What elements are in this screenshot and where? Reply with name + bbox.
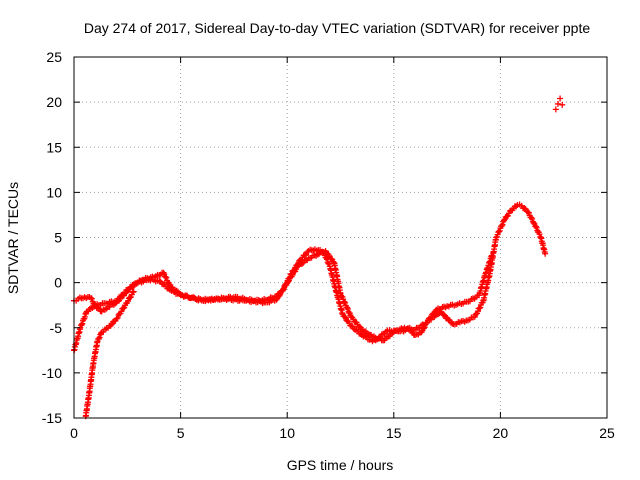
lower-track-point: [156, 277, 163, 284]
chart-title: Day 274 of 2017, Sidereal Day-to-day VTE…: [84, 20, 591, 36]
grid: [74, 57, 607, 418]
ticks: 0 5 10 15 20 25 -15 -10 -5 0 5 10 15 20 25: [42, 49, 615, 441]
lower-track-point: [277, 291, 284, 298]
upper-track-point: [445, 316, 452, 323]
y-tick-label: 0: [54, 275, 62, 291]
y-tick-label: -10: [42, 365, 62, 381]
plot-frame: [73, 56, 608, 419]
y-tick-label: 10: [46, 184, 62, 200]
upper-track-point: [530, 219, 537, 226]
late-points-point: [552, 106, 559, 113]
lower-track-point: [338, 292, 345, 299]
lower-track-point: [133, 280, 140, 287]
upper-track-point: [301, 252, 308, 259]
upper-track-point: [542, 250, 549, 257]
descending-branch-point: [95, 335, 102, 342]
upper-track-point: [440, 311, 447, 318]
lower-track-point: [344, 305, 351, 312]
upper-track-point: [163, 274, 170, 281]
x-tick-label: 25: [599, 425, 615, 441]
x-tick-label: 0: [70, 425, 78, 441]
x-tick-label: 20: [493, 425, 509, 441]
descending-branch-point: [96, 334, 103, 341]
upper-track-point: [532, 223, 539, 230]
upper-track-point: [162, 274, 169, 281]
late-points-point: [559, 101, 566, 108]
lower-track-point: [276, 292, 283, 299]
upper-track-point: [529, 215, 536, 222]
y-tick-label: -15: [42, 410, 62, 426]
descending-branch-point: [130, 288, 137, 295]
upper-track-point: [500, 217, 507, 224]
upper-track-point: [341, 313, 348, 320]
upper-track-point: [88, 295, 95, 302]
y-tick-label: -5: [50, 320, 63, 336]
upper-track-point: [525, 209, 532, 216]
lower-track-point: [116, 295, 123, 302]
x-tick-label: 15: [386, 425, 402, 441]
x-axis-label: GPS time / hours: [287, 457, 394, 473]
y-tick-label: 20: [46, 94, 62, 110]
upper-track-point: [533, 224, 540, 231]
lower-track-point: [342, 299, 349, 306]
descending-branch-point: [113, 315, 120, 322]
y-tick-label: 5: [54, 230, 62, 246]
x-tick-label: 5: [177, 425, 185, 441]
lower-track-point: [285, 277, 292, 284]
lower-track-point: [341, 299, 348, 306]
upper-track-point: [350, 325, 357, 332]
upper-track-point: [499, 221, 506, 228]
y-tick-label: 25: [46, 49, 62, 65]
descending-branch-point: [125, 298, 132, 305]
upper-track-point: [495, 228, 502, 235]
lower-track-point: [296, 261, 303, 268]
y-axis-label: SDTVAR / TECUs: [5, 182, 21, 294]
upper-track-point: [496, 227, 503, 234]
x-tick-label: 10: [279, 425, 295, 441]
descending-branch-point: [114, 314, 121, 321]
lower-track-point: [298, 260, 305, 267]
late-points-point: [554, 100, 561, 107]
upper-track-point: [521, 205, 528, 212]
lower-track-point: [285, 278, 292, 285]
upper-track-point: [88, 294, 95, 301]
late-points-point: [557, 95, 564, 102]
lower-track-point: [428, 314, 435, 321]
data-points: [71, 95, 566, 420]
upper-track-point: [536, 231, 543, 238]
y-tick-label: 15: [46, 139, 62, 155]
lower-track-point: [488, 252, 495, 259]
